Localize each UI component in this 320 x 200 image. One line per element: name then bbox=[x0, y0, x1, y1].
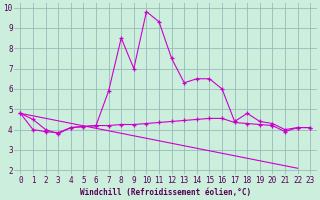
X-axis label: Windchill (Refroidissement éolien,°C): Windchill (Refroidissement éolien,°C) bbox=[80, 188, 251, 197]
